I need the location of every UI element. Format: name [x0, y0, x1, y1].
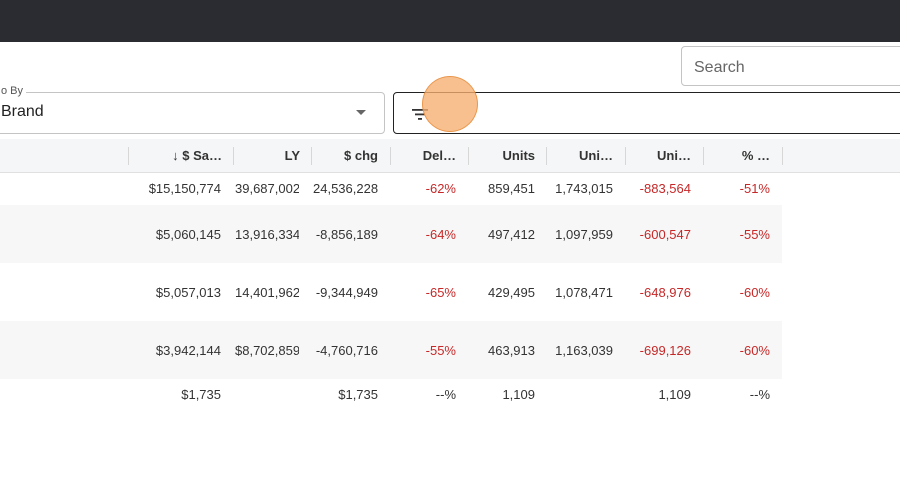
top-app-bar [0, 0, 900, 42]
table-row[interactable]: $15,150,774 39,687,002 24,536,228 -62% 8… [0, 173, 782, 205]
cell-pct-chg: -51% [739, 181, 770, 196]
column-separator[interactable] [390, 147, 391, 165]
cell-sales: $5,057,013 [155, 285, 221, 300]
cell-pct-chg: --% [749, 387, 770, 402]
table-row[interactable]: $3,942,144 $8,702,859 -4,760,716 -55% 46… [0, 321, 782, 379]
table-header [0, 139, 900, 173]
col-header-ly[interactable]: LY [284, 148, 300, 163]
cell-pct-chg: -60% [739, 343, 770, 358]
cell-dollar-chg: -9,344,949 [315, 285, 378, 300]
cell-ly: $8,702,859 [235, 343, 299, 358]
col-header-delta[interactable]: Del… [422, 148, 456, 163]
cell-ly: 39,687,002 [235, 181, 299, 196]
cell-units: 463,913 [488, 343, 535, 358]
column-separator[interactable] [233, 147, 234, 165]
cell-units: 1,109 [502, 387, 535, 402]
column-separator[interactable] [703, 147, 704, 165]
cell-sales: $5,060,145 [155, 227, 221, 242]
cell-units-ly: 1,078,471 [555, 285, 613, 300]
cell-units: 859,451 [488, 181, 535, 196]
cell-units-chg: -883,564 [639, 181, 691, 196]
cell-units-ly: 1,743,015 [555, 181, 613, 196]
column-separator[interactable] [546, 147, 547, 165]
cell-units-ly: 1,097,959 [555, 227, 613, 242]
cursor-highlight [422, 76, 478, 132]
filter-icon[interactable] [410, 105, 430, 123]
search-field[interactable] [681, 46, 900, 86]
cell-delta: -62% [425, 181, 456, 196]
cell-dollar-chg: -4,760,716 [315, 343, 378, 358]
cell-pct-chg: -55% [739, 227, 770, 242]
cell-sales: $3,942,144 [155, 343, 221, 358]
group-by-label: o By [0, 85, 27, 97]
col-header-dollar-chg[interactable]: $ chg [344, 148, 378, 163]
group-by-value: Brand [1, 103, 44, 120]
cell-units-chg: -699,126 [639, 343, 691, 358]
cell-delta: --% [435, 387, 456, 402]
search-input[interactable] [692, 56, 896, 80]
column-separator[interactable] [782, 147, 783, 165]
column-separator[interactable] [625, 147, 626, 165]
cell-dollar-chg: 24,536,228 [313, 181, 378, 196]
cell-dollar-chg: $1,735 [338, 387, 378, 402]
cell-ly: 14,401,962 [235, 285, 299, 300]
cell-units-chg: -648,976 [639, 285, 691, 300]
cell-units-chg: -600,547 [639, 227, 691, 242]
cell-delta: -65% [425, 285, 456, 300]
cell-delta: -55% [425, 343, 456, 358]
table-row[interactable]: $5,060,145 13,916,334 -8,856,189 -64% 49… [0, 205, 782, 263]
column-separator[interactable] [311, 147, 312, 165]
col-header-pct-chg[interactable]: % … [741, 148, 770, 163]
cell-ly: 13,916,334 [235, 227, 299, 242]
cell-sales: $1,735 [181, 387, 221, 402]
cell-units: 429,495 [488, 285, 535, 300]
col-header-sales[interactable]: ↓ $ Sa… [172, 148, 222, 163]
column-separator[interactable] [468, 147, 469, 165]
column-separator[interactable] [128, 147, 129, 165]
cell-delta: -64% [425, 227, 456, 242]
cell-pct-chg: -60% [739, 285, 770, 300]
cell-units: 497,412 [488, 227, 535, 242]
table-row[interactable]: $5,057,013 14,401,962 -9,344,949 -65% 42… [0, 263, 782, 321]
cell-units-ly: 1,163,039 [555, 343, 613, 358]
col-header-units-ly[interactable]: Uni… [579, 148, 613, 163]
cell-sales: $15,150,774 [148, 181, 221, 196]
table-row-total[interactable]: $1,735 $1,735 --% 1,109 1,109 --% [0, 379, 782, 411]
group-by-select[interactable]: o By Brand [0, 85, 385, 134]
cell-dollar-chg: -8,856,189 [315, 227, 378, 242]
col-header-units-chg[interactable]: Uni… [657, 148, 691, 163]
col-header-units[interactable]: Units [502, 148, 536, 163]
cell-units-chg: 1,109 [658, 387, 691, 402]
dropdown-caret-icon[interactable] [356, 110, 366, 115]
